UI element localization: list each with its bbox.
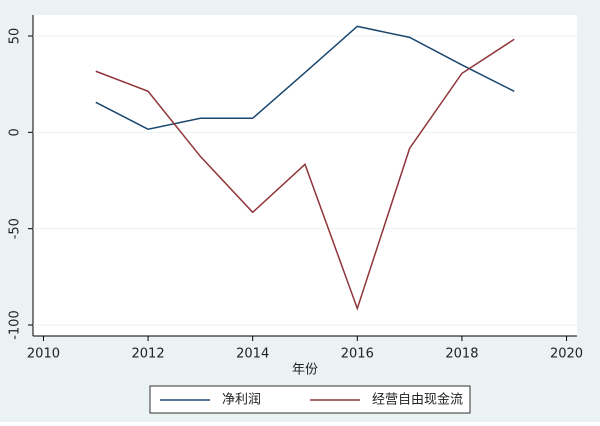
y-tick-label: -50 xyxy=(8,218,23,239)
x-tick-label: 2012 xyxy=(132,347,165,362)
y-tick-label: 0 xyxy=(8,128,23,136)
legend-label: 经营自由现金流 xyxy=(372,392,463,408)
x-tick-label: 2014 xyxy=(236,347,269,362)
legend-label: 净利润 xyxy=(222,393,261,408)
x-tick-label: 2010 xyxy=(27,347,60,362)
x-axis-label: 年份 xyxy=(292,363,318,378)
y-tick-label: -100 xyxy=(8,310,23,340)
line xyxy=(95,38,515,311)
plot-area xyxy=(33,15,577,336)
x-tick-label: 2020 xyxy=(550,347,583,362)
line xyxy=(95,25,515,131)
x-tick-label: 2016 xyxy=(341,347,374,362)
y-tick-label: 50 xyxy=(8,28,23,45)
x-tick-label: 2018 xyxy=(445,347,478,362)
